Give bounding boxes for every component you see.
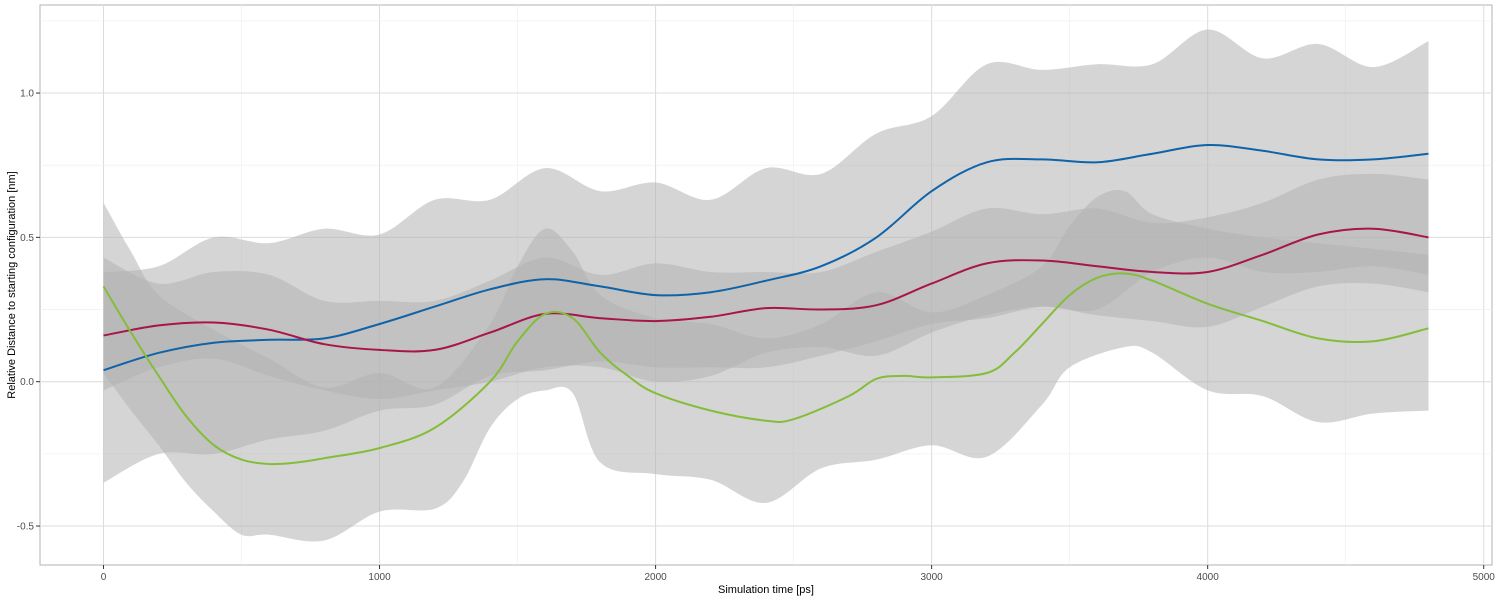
y-tick-label: 1.0 xyxy=(20,89,34,100)
y-tick-label: -0.5 xyxy=(17,522,35,533)
series-line-2 xyxy=(103,227,1429,353)
y-axis-title: Relative Distance to starting configurat… xyxy=(6,171,18,398)
y-tick-label: 0.5 xyxy=(20,233,34,244)
x-tick-label: 2000 xyxy=(644,572,667,583)
x-tick-label: 1000 xyxy=(368,572,391,583)
x-tick-label: 0 xyxy=(101,572,107,583)
series-line-1 xyxy=(103,143,1429,372)
axis-ticks: 0 1000 2000 3000 4000 5000 -0.5 0.0 0.5 1.0 xyxy=(17,89,1496,583)
x-axis-title: Simulation time [ps] xyxy=(718,584,814,596)
x-tick-label: 5000 xyxy=(1473,572,1496,583)
y-tick-label: 0.0 xyxy=(20,377,34,388)
series-line-3 xyxy=(102,272,1429,466)
x-tick-label: 4000 xyxy=(1197,572,1220,583)
x-tick-label: 3000 xyxy=(921,572,944,583)
series-lines xyxy=(102,143,1429,466)
